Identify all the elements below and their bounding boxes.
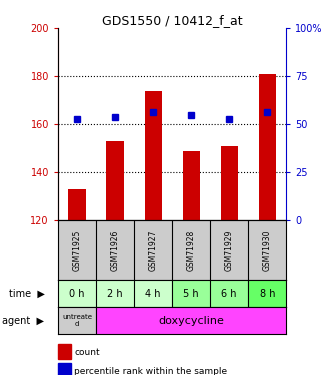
Text: GSM71926: GSM71926 <box>111 230 119 271</box>
Bar <box>96 308 286 334</box>
Y-axis label: agent  ▶: agent ▶ <box>2 316 44 326</box>
Text: 4 h: 4 h <box>145 289 161 299</box>
Bar <box>183 151 200 220</box>
Text: GSM71929: GSM71929 <box>225 230 234 271</box>
Text: 6 h: 6 h <box>221 289 237 299</box>
Text: doxycycline: doxycycline <box>158 316 224 326</box>
Title: GDS1550 / 10412_f_at: GDS1550 / 10412_f_at <box>102 14 242 27</box>
Text: untreate
d: untreate d <box>62 315 92 327</box>
Text: GSM71930: GSM71930 <box>263 230 272 271</box>
Bar <box>58 308 96 334</box>
Bar <box>248 280 286 308</box>
Text: percentile rank within the sample: percentile rank within the sample <box>74 367 228 375</box>
Bar <box>134 280 172 308</box>
Text: GSM71927: GSM71927 <box>149 230 158 271</box>
Text: 8 h: 8 h <box>260 289 275 299</box>
Text: 5 h: 5 h <box>183 289 199 299</box>
Bar <box>58 280 96 308</box>
Text: count: count <box>74 348 100 357</box>
Bar <box>145 91 162 220</box>
Bar <box>210 280 248 308</box>
Text: 0 h: 0 h <box>69 289 85 299</box>
Bar <box>69 189 85 220</box>
Bar <box>259 74 276 220</box>
Bar <box>172 280 210 308</box>
Text: 2 h: 2 h <box>107 289 123 299</box>
Bar <box>107 141 123 220</box>
Text: GSM71925: GSM71925 <box>72 230 81 271</box>
Bar <box>221 146 238 220</box>
Y-axis label: time  ▶: time ▶ <box>9 289 45 299</box>
Bar <box>96 280 134 308</box>
Text: GSM71928: GSM71928 <box>187 230 196 271</box>
